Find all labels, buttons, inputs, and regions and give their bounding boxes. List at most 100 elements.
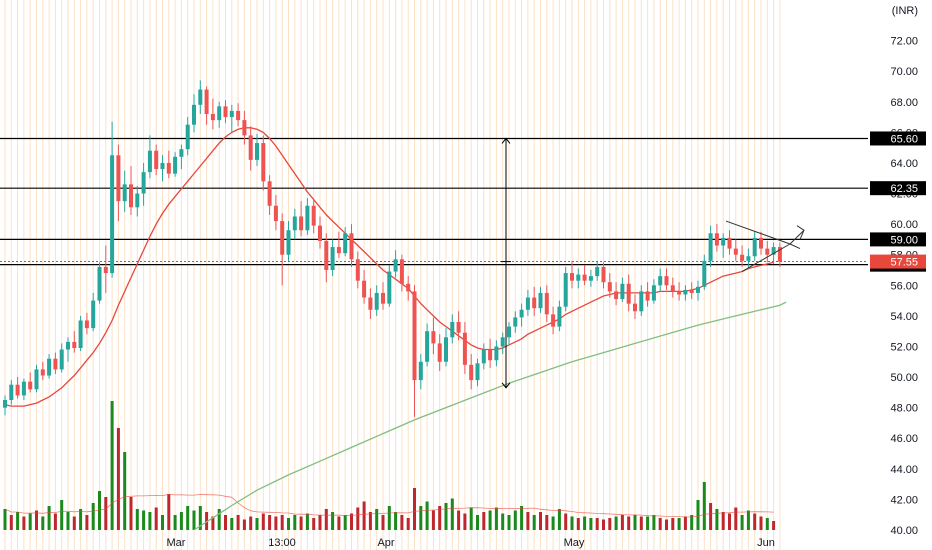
volume-bar [312,518,316,530]
time-axis-label: 13:00 [268,537,296,549]
candle-body [330,247,335,270]
volume-bar [608,518,612,530]
price-axis-background [868,0,932,550]
candle-body [475,363,480,381]
candle-body [563,273,568,307]
volume-bar [41,516,45,530]
volume-bar [545,515,549,530]
candle-body [97,266,102,301]
candle-body [349,233,354,260]
volume-bar [394,512,398,530]
volume-bar [476,515,479,530]
candle-body [450,322,455,338]
volume-bar [406,518,410,530]
candle-body [469,364,474,381]
price-tick-label: 40.00 [890,525,918,537]
volume-bar [702,482,706,530]
candle-body [412,291,417,381]
volume-bar [211,516,215,530]
candle-body [9,384,14,400]
breakout-arrow-line-right [789,243,801,250]
candle-body [576,274,581,281]
volume-bar [507,515,511,530]
candle-body [696,286,700,293]
volume-bar [488,510,492,530]
volume-bar [734,507,738,530]
candle-body [3,400,7,408]
candle-body [204,89,209,114]
price-tick-label: 72.00 [890,36,918,48]
candle-body [368,297,373,310]
volume-bar [627,516,631,530]
volume-bar [526,512,530,530]
candle-body [72,341,77,348]
volume-bar [299,516,303,530]
volume-bar [217,509,221,530]
candle-body [387,271,392,304]
candle-body [588,276,593,281]
volume-bar [35,510,38,530]
volume-bar [633,515,637,530]
candle-body [248,135,253,160]
candle-body [714,233,719,246]
candle-body [78,320,83,348]
volume-bar [324,509,328,530]
candle-body [236,110,241,121]
candle-body [141,172,146,194]
volume-bar [186,506,190,530]
candle-body [765,248,770,255]
price-tick-label: 60.00 [890,219,918,231]
volume-bar [539,512,542,530]
time-axis-label: Jun [757,537,775,549]
candle-body [721,237,726,246]
candle-body [47,358,52,376]
candle-body [507,326,511,338]
candle-body [267,181,272,206]
volume-bar [85,515,89,530]
volume-bar [142,510,146,530]
candle-body [752,237,757,257]
price-tick-label: 46.00 [890,433,918,445]
candle-body [343,233,348,254]
candle-body [166,162,171,174]
price-tag-box [870,181,926,196]
volume-bar [230,518,234,530]
candle-body [40,369,45,376]
volume-bar [161,515,164,530]
volume-bar [274,516,278,530]
candle-body [418,361,423,381]
volume-bar [740,515,744,530]
candle-body [34,369,39,390]
price-tag-box [870,232,926,247]
volume-bar [482,512,486,530]
volume-bar [375,509,379,530]
candle-body [103,266,108,274]
volume-bar [98,491,101,530]
candle-body [110,155,115,274]
volume-bar [551,516,555,530]
candle-body [129,184,133,208]
volume-bar [728,513,731,530]
volume-bar [337,516,341,530]
candle-body [708,233,713,261]
price-tag-box [870,254,926,269]
candle-body [318,225,322,241]
candle-body [179,149,184,157]
volume-bar [305,513,309,530]
candle-body [198,89,203,105]
candle-body [122,184,127,202]
volume-bar [557,509,561,530]
volume-bar [431,510,435,530]
candle-body [626,283,631,304]
candle-body [374,292,379,310]
candle-body [777,247,782,262]
candle-body [362,280,367,298]
candle-body [733,248,738,255]
currency-label: (INR) [892,5,918,17]
time-axis-label: Apr [377,537,394,549]
candle-body [727,237,732,249]
price-tick-label: 52.00 [890,341,918,353]
volume-bar [602,519,605,530]
drawing-tools[interactable] [501,137,805,389]
